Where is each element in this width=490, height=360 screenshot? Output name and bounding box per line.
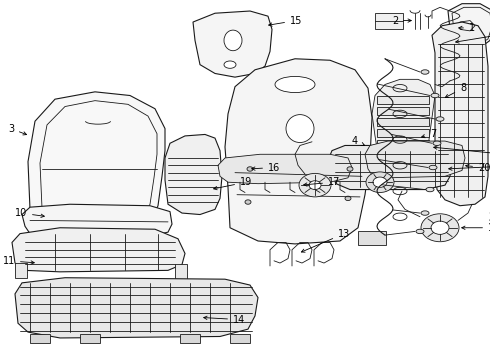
- Bar: [30, 334, 50, 343]
- Polygon shape: [365, 141, 465, 178]
- Ellipse shape: [421, 70, 429, 74]
- Polygon shape: [328, 145, 452, 190]
- Text: 13: 13: [301, 229, 350, 252]
- Ellipse shape: [347, 167, 353, 171]
- Text: 3: 3: [8, 123, 26, 135]
- Polygon shape: [28, 92, 165, 231]
- Ellipse shape: [224, 61, 236, 68]
- Text: 15: 15: [269, 15, 302, 26]
- Polygon shape: [448, 4, 490, 48]
- Text: 1: 1: [459, 23, 475, 33]
- Ellipse shape: [275, 76, 315, 93]
- Ellipse shape: [366, 172, 394, 193]
- Polygon shape: [218, 154, 352, 184]
- Bar: [377, 150, 429, 159]
- Text: 19: 19: [214, 177, 252, 190]
- Ellipse shape: [421, 211, 429, 215]
- Ellipse shape: [247, 167, 253, 171]
- Ellipse shape: [431, 221, 449, 234]
- Bar: [175, 265, 187, 279]
- Polygon shape: [22, 204, 172, 237]
- Text: 17: 17: [304, 177, 341, 187]
- Ellipse shape: [286, 114, 314, 143]
- Bar: [377, 118, 429, 126]
- Text: 2: 2: [392, 15, 411, 26]
- Ellipse shape: [299, 174, 331, 197]
- Ellipse shape: [245, 200, 251, 204]
- Bar: [377, 107, 429, 115]
- Text: 4: 4: [352, 136, 365, 146]
- Ellipse shape: [416, 229, 424, 234]
- Text: 12: 12: [456, 24, 490, 43]
- Text: 21: 21: [488, 212, 490, 222]
- Polygon shape: [193, 11, 272, 77]
- Ellipse shape: [224, 30, 242, 51]
- Polygon shape: [225, 59, 372, 244]
- Ellipse shape: [431, 93, 439, 98]
- Text: 7: 7: [421, 129, 436, 139]
- Bar: [358, 231, 386, 245]
- Text: 11: 11: [3, 256, 34, 266]
- Text: 5: 5: [449, 155, 490, 170]
- Bar: [377, 129, 429, 138]
- Bar: [375, 13, 403, 30]
- Polygon shape: [165, 134, 222, 215]
- Polygon shape: [12, 228, 185, 272]
- Text: 8: 8: [445, 83, 466, 98]
- Polygon shape: [15, 278, 258, 338]
- Polygon shape: [372, 79, 435, 167]
- Bar: [80, 334, 100, 343]
- Ellipse shape: [421, 214, 459, 242]
- Ellipse shape: [429, 165, 437, 170]
- Text: 16: 16: [252, 162, 280, 172]
- Ellipse shape: [373, 177, 387, 187]
- Polygon shape: [432, 22, 488, 206]
- Ellipse shape: [436, 117, 444, 121]
- Text: 20: 20: [466, 162, 490, 172]
- Ellipse shape: [433, 141, 441, 145]
- Ellipse shape: [345, 196, 351, 201]
- Ellipse shape: [309, 181, 321, 190]
- Bar: [180, 334, 200, 343]
- Text: 9: 9: [434, 146, 490, 163]
- Ellipse shape: [426, 187, 434, 192]
- Text: 10: 10: [15, 208, 44, 218]
- Bar: [230, 334, 250, 343]
- Bar: [377, 140, 429, 148]
- Bar: [377, 95, 429, 104]
- Bar: [15, 263, 27, 278]
- Text: 18: 18: [462, 223, 490, 233]
- Text: 14: 14: [204, 315, 245, 325]
